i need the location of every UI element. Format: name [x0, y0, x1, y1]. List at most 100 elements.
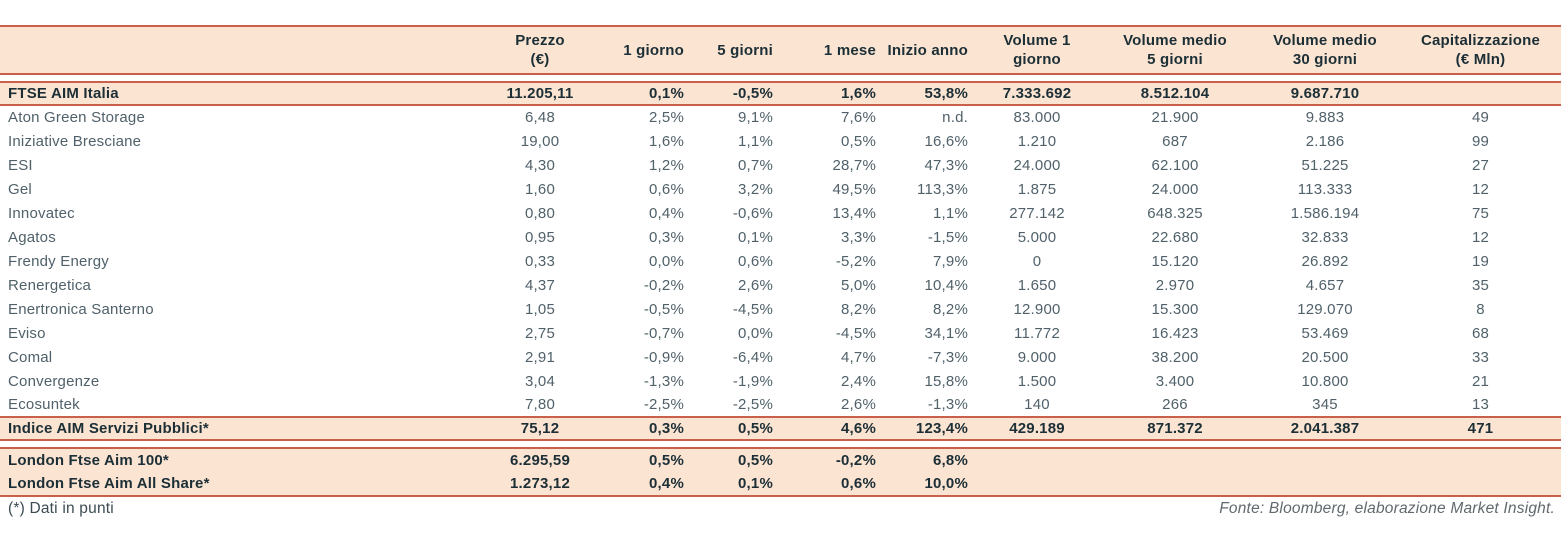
- row-value: 34,1%: [882, 321, 974, 345]
- row-value: [1100, 472, 1250, 497]
- row-value: 9.687.710: [1250, 81, 1400, 106]
- row-name: Frendy Energy: [0, 249, 480, 273]
- column-header: Inizio anno: [882, 25, 974, 75]
- row-value: -4,5%: [690, 297, 779, 321]
- table-row: Innovatec 0,80 0,4% -0,6% 13,4% 1,1% 277.142 64…: [0, 201, 1561, 225]
- row-value: 1,05: [480, 297, 600, 321]
- row-name: Convergenze: [0, 369, 480, 393]
- row-value: 6.295,59: [480, 447, 600, 472]
- row-value: -0,5%: [690, 81, 779, 106]
- table-row: Eviso 2,75 -0,7% 0,0% -4,5% 34,1% 11.772 16.423…: [0, 321, 1561, 345]
- row-value: [1400, 447, 1561, 472]
- row-value: 345: [1250, 393, 1400, 417]
- row-value: [1400, 81, 1561, 106]
- table-row: Agatos 0,95 0,3% 0,1% 3,3% -1,5% 5.000 22.680 32…: [0, 225, 1561, 249]
- row-value: -7,3%: [882, 345, 974, 369]
- row-value: 1.650: [974, 273, 1100, 297]
- row-value: 123,4%: [882, 416, 974, 441]
- row-value: 0,4%: [600, 472, 690, 497]
- spacer-cell: [0, 74, 1561, 82]
- row-value: 6,8%: [882, 447, 974, 472]
- row-name: London Ftse Aim 100*: [0, 447, 480, 472]
- row-value: 47,3%: [882, 153, 974, 177]
- row-value: -2,5%: [600, 393, 690, 417]
- row-name: Renergetica: [0, 273, 480, 297]
- row-value: 129.070: [1250, 297, 1400, 321]
- row-value: 8: [1400, 297, 1561, 321]
- row-value: 51.225: [1250, 153, 1400, 177]
- row-value: [1100, 447, 1250, 472]
- row-value: 0,4%: [600, 201, 690, 225]
- table-row: Ecosuntek 7,80 -2,5% -2,5% 2,6% -1,3% 140 266 34…: [0, 393, 1561, 417]
- row-value: 38.200: [1100, 345, 1250, 369]
- row-value: 19: [1400, 249, 1561, 273]
- row-value: 0,5%: [690, 416, 779, 441]
- row-value: -6,4%: [690, 345, 779, 369]
- row-value: 21.900: [1100, 105, 1250, 129]
- row-value: 9,1%: [690, 105, 779, 129]
- row-value: 19,00: [480, 129, 600, 153]
- row-value: 12: [1400, 177, 1561, 201]
- header-row: Prezzo (€) 1 giorno 5 giorni 1 mese Inizio a…: [0, 25, 1561, 75]
- row-value: 1,6%: [600, 129, 690, 153]
- row-value: 22.680: [1100, 225, 1250, 249]
- row-value: 1.273,12: [480, 472, 600, 497]
- table-footnotes: (*) Dati in punti Fonte: Bloomberg, elab…: [0, 497, 1561, 518]
- table-row: Convergenze 3,04 -1,3% -1,9% 2,4% 15,8% 1.500 3…: [0, 369, 1561, 393]
- row-value: 0,1%: [690, 225, 779, 249]
- table-body: FTSE AIM Italia 11.205,11 0,1% -0,5% 1,6% 53,…: [0, 74, 1561, 497]
- row-value: 3,04: [480, 369, 600, 393]
- row-value: [1400, 472, 1561, 497]
- row-value: 2.041.387: [1250, 416, 1400, 441]
- row-value: 0,5%: [600, 447, 690, 472]
- row-value: 4,30: [480, 153, 600, 177]
- table-row: Renergetica 4,37 -0,2% 2,6% 5,0% 10,4% 1.650 2.…: [0, 273, 1561, 297]
- row-value: 16.423: [1100, 321, 1250, 345]
- row-value: 1.210: [974, 129, 1100, 153]
- row-value: 1.586.194: [1250, 201, 1400, 225]
- row-value: 28,7%: [779, 153, 882, 177]
- row-value: 0,3%: [600, 416, 690, 441]
- table-row: Enertronica Santerno 1,05 -0,5% -4,5% 8,2% 8,…: [0, 297, 1561, 321]
- page: Prezzo (€) 1 giorno 5 giorni 1 mese Inizio a…: [0, 25, 1561, 518]
- table-row: Aton Green Storage 6,48 2,5% 9,1% 7,6% n.d. 83…: [0, 105, 1561, 129]
- row-value: 648.325: [1100, 201, 1250, 225]
- row-value: 10,4%: [882, 273, 974, 297]
- row-value: 33: [1400, 345, 1561, 369]
- row-value: -0,7%: [600, 321, 690, 345]
- row-value: -1,9%: [690, 369, 779, 393]
- row-name: ESI: [0, 153, 480, 177]
- row-value: 0,80: [480, 201, 600, 225]
- row-value: 0,6%: [690, 249, 779, 273]
- table-row: FTSE AIM Italia 11.205,11 0,1% -0,5% 1,6% 53,…: [0, 81, 1561, 106]
- column-header: 5 giorni: [690, 25, 779, 75]
- row-value: 2.186: [1250, 129, 1400, 153]
- column-header: Prezzo (€): [480, 25, 600, 75]
- row-value: 15.120: [1100, 249, 1250, 273]
- market-table: Prezzo (€) 1 giorno 5 giorni 1 mese Inizio a…: [0, 25, 1561, 497]
- row-name: Aton Green Storage: [0, 105, 480, 129]
- row-value: 49: [1400, 105, 1561, 129]
- row-name: Enertronica Santerno: [0, 297, 480, 321]
- row-value: 0,33: [480, 249, 600, 273]
- column-header: Capitalizzazione (€ Mln): [1400, 25, 1561, 75]
- row-value: 10.800: [1250, 369, 1400, 393]
- row-value: 12.900: [974, 297, 1100, 321]
- column-header: Volume medio 30 giorni: [1250, 25, 1400, 75]
- row-value: -0,6%: [690, 201, 779, 225]
- row-value: 83.000: [974, 105, 1100, 129]
- row-value: 1,60: [480, 177, 600, 201]
- row-value: 0,95: [480, 225, 600, 249]
- row-value: 0,5%: [690, 447, 779, 472]
- row-value: 429.189: [974, 416, 1100, 441]
- row-value: 1,1%: [690, 129, 779, 153]
- spacer-row: [0, 74, 1561, 82]
- row-value: 8,2%: [779, 297, 882, 321]
- row-value: 5.000: [974, 225, 1100, 249]
- row-name: Innovatec: [0, 201, 480, 225]
- row-name: Iniziative Bresciane: [0, 129, 480, 153]
- row-name: Eviso: [0, 321, 480, 345]
- row-value: 0,5%: [779, 129, 882, 153]
- row-value: [1250, 472, 1400, 497]
- column-header: Volume medio 5 giorni: [1100, 25, 1250, 75]
